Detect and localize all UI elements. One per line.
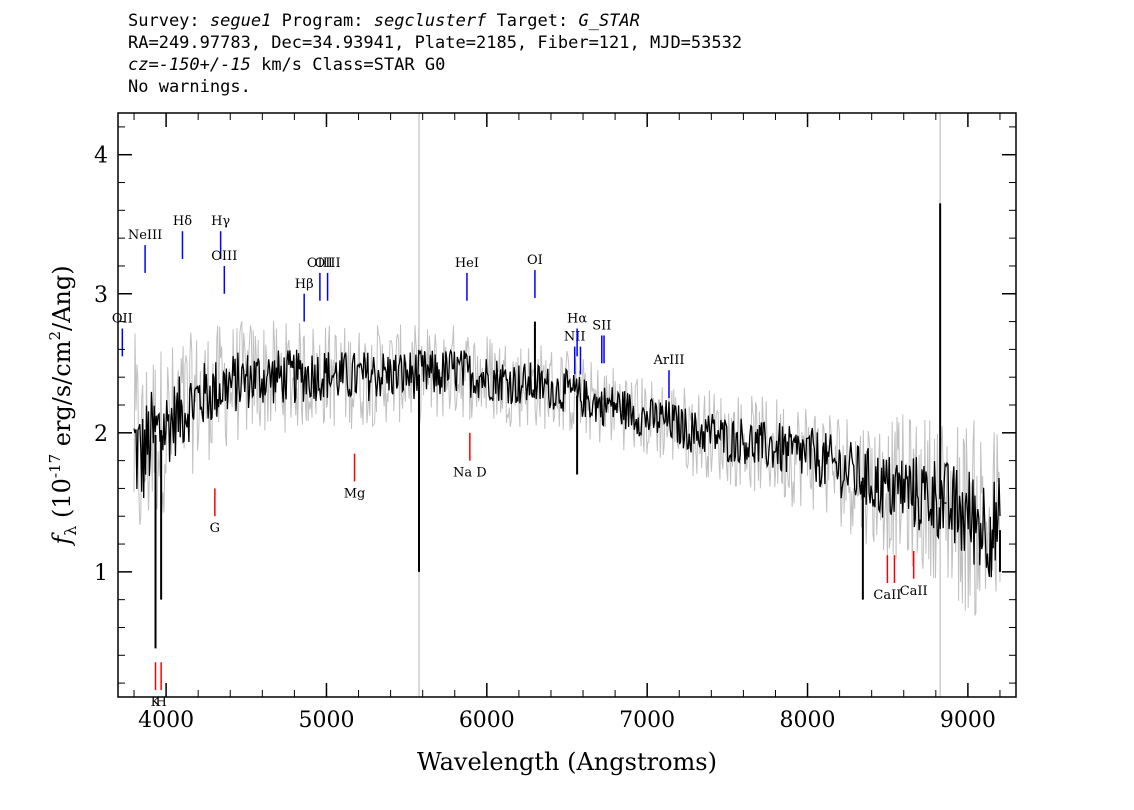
emission-label-7: OIII xyxy=(315,256,341,271)
error-trace xyxy=(133,320,1001,616)
y-tick-label: 3 xyxy=(94,283,108,308)
absorption-label-4: Na D xyxy=(453,466,487,481)
absorption-label-7: CaII xyxy=(900,584,928,599)
survey-label: Survey: xyxy=(128,11,200,31)
emission-label-3: Hγ xyxy=(211,214,230,229)
emission-label-2: Hδ xyxy=(173,214,192,229)
x-tick-label: 4000 xyxy=(138,708,194,733)
x-tick-label: 6000 xyxy=(459,708,515,733)
x-axis-title: Wavelength (Angstroms) xyxy=(417,748,717,776)
x-tick-label: 8000 xyxy=(780,708,836,733)
header-line-3: cz=-150+/-15 km/s Class=STAR G0 xyxy=(128,54,742,76)
y-tick-label: 4 xyxy=(94,144,108,169)
absorption-label-3: Mg xyxy=(344,486,366,501)
emission-label-1: OII xyxy=(112,312,133,327)
program-value: segclusterf xyxy=(373,11,487,31)
class-text: km/s Class=STAR G0 xyxy=(250,55,446,75)
emission-label-10: NII xyxy=(564,330,586,345)
emission-label-6: OIII xyxy=(307,256,333,271)
y-tick-label: 1 xyxy=(94,561,108,586)
header-line-2: RA=249.97783, Dec=34.93941, Plate=2185, … xyxy=(128,33,743,53)
y-axis-title: fλ (10-17 erg/s/cm2/Ang) xyxy=(46,265,80,546)
program-label: Program: xyxy=(281,11,364,31)
plot-area xyxy=(133,113,1001,697)
x-tick-label: 5000 xyxy=(298,708,354,733)
cz-value: -150+/-15 xyxy=(158,55,251,75)
cz-label: cz= xyxy=(128,55,159,75)
emission-label-9: OI xyxy=(527,253,543,268)
header-line-1: Survey: segue1 Program: segclusterf Targ… xyxy=(128,10,742,32)
emission-label-13: SII xyxy=(592,318,611,333)
emission-label-5: Hβ xyxy=(295,277,314,292)
emission-label-8: HeI xyxy=(455,256,479,271)
absorption-label-5: CaII xyxy=(873,588,901,603)
absorption-label-1: H xyxy=(155,695,166,710)
absorption-label-2: G xyxy=(210,521,220,536)
x-tick-label: 7000 xyxy=(619,708,675,733)
emission-label-0: NeIII xyxy=(128,228,162,243)
absorption-label-0: K xyxy=(151,695,161,710)
spectrum-header: Survey: segue1 Program: segclusterf Targ… xyxy=(128,10,742,98)
emission-label-15: ArIII xyxy=(652,353,684,368)
target-label: Target: xyxy=(496,11,569,31)
y-tick-label: 2 xyxy=(94,422,108,447)
survey-value: segue1 xyxy=(209,11,272,31)
header-line-4: No warnings. xyxy=(128,77,251,97)
target-value: G_STAR xyxy=(578,11,640,31)
emission-label-4: OIII xyxy=(211,249,237,264)
flux-trace xyxy=(133,349,1001,578)
x-tick-label: 9000 xyxy=(940,708,996,733)
emission-label-11: Hα xyxy=(567,312,587,327)
axis-ticks: 4000 5000 6000 7000 8000 9000 1 2 3 4 xyxy=(94,113,1016,733)
